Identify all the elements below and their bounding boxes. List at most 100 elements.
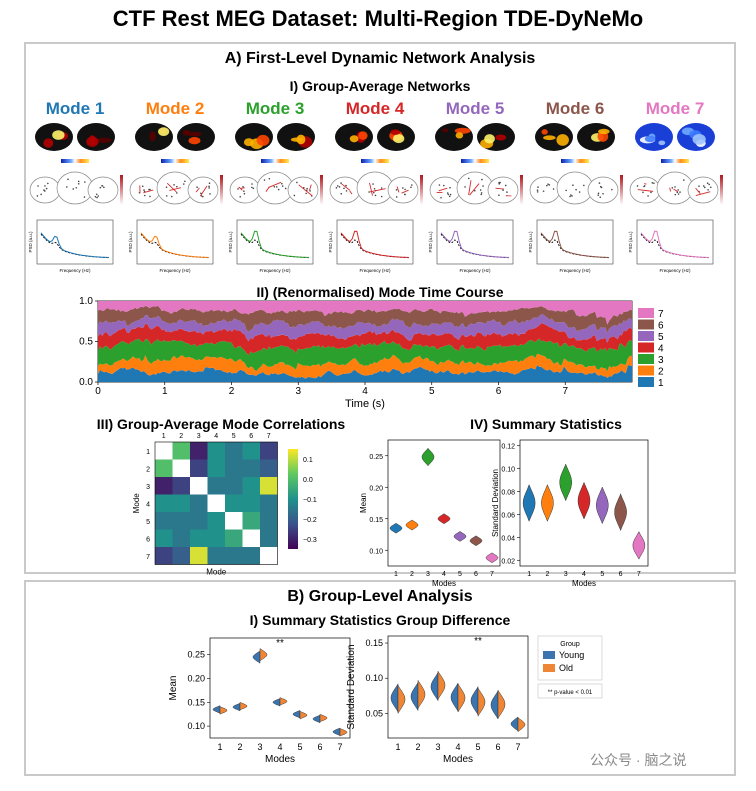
connection-edge <box>637 189 654 192</box>
mode-correlation-heatmap: 1 1 2 2 3 3 4 4 5 5 6 6 7 7 Mode Mode 0.1 0.0 −0.1 −0.2 −0.3 <box>132 433 317 577</box>
brain-colorbar <box>661 159 689 163</box>
heatmap-cell <box>225 512 243 530</box>
heatmap-cell <box>207 512 225 530</box>
x-tick-label: 2 <box>410 571 414 578</box>
violin-old-7 <box>517 717 526 733</box>
node-dot <box>209 193 211 195</box>
colorbar-tick-label: 0.0 <box>303 477 313 484</box>
violin-old-5 <box>477 687 486 718</box>
node-dot <box>548 184 551 186</box>
heatmap-row-label: 1 <box>146 449 150 456</box>
x-tick-label: 0 <box>95 386 101 397</box>
violin-old-2 <box>417 679 426 709</box>
node-dot <box>438 184 441 186</box>
node-dot <box>480 193 483 196</box>
x-tick-label: 5 <box>429 386 435 397</box>
psd-ylabel: PSD (a.u.) <box>428 231 433 253</box>
node-dot <box>698 185 700 187</box>
node-dot <box>677 189 679 191</box>
heatmap-cell <box>260 494 278 512</box>
node-dot <box>547 183 549 185</box>
connection-edge <box>309 184 312 191</box>
brain-activation <box>187 131 202 137</box>
violin-young-4 <box>272 698 281 707</box>
y-tick-label: 0.08 <box>501 490 515 497</box>
panel-b-title: B) Group-Level Analysis <box>287 588 473 605</box>
connection-edge <box>240 187 245 189</box>
psd-ylabel: PSD (a.u.) <box>128 231 133 253</box>
violin-mode-3 <box>421 447 435 467</box>
connectivity-colorbar <box>220 175 223 205</box>
node-dot <box>565 189 567 192</box>
node-dot <box>305 192 307 195</box>
psd-xlabel: Frequency (Hz) <box>259 268 291 273</box>
head-outline <box>587 176 619 204</box>
violin-young-7 <box>510 716 519 732</box>
mode-label-2: Mode 2 <box>145 99 205 118</box>
node-dot <box>706 182 709 185</box>
head-outline <box>56 171 94 205</box>
connectivity-colorbar <box>520 175 523 205</box>
node-dot <box>208 182 211 185</box>
violin-old-4 <box>279 697 288 706</box>
brain-activation <box>182 129 191 136</box>
heatmap-cell <box>207 547 225 565</box>
violin-young-6 <box>490 689 499 720</box>
y-tick-label: 0.25 <box>369 454 383 461</box>
violin-old-6 <box>497 689 506 720</box>
brain-activation <box>598 128 610 135</box>
heatmap-cell <box>225 477 243 495</box>
legend-label: 3 <box>658 355 664 366</box>
node-dot <box>40 193 42 196</box>
connection-edge <box>265 186 270 192</box>
violin-young-1 <box>212 705 221 714</box>
heatmap-cell <box>242 459 260 477</box>
heatmap-cell <box>207 529 225 547</box>
node-dot <box>374 194 377 197</box>
node-dot <box>502 189 504 191</box>
violin-young-5 <box>292 709 301 719</box>
node-dot <box>44 185 46 187</box>
psd-mode-line <box>40 232 110 258</box>
violin-frame <box>209 637 351 739</box>
node-dot <box>37 185 39 187</box>
y-tick-label: 1.0 <box>79 296 93 307</box>
violin-old-5 <box>299 710 308 720</box>
node-dot <box>47 182 49 185</box>
heatmap-cell <box>242 494 260 512</box>
psd-mode-line <box>440 230 510 258</box>
x-tick-label: 6 <box>495 742 500 752</box>
legend-swatch <box>638 377 654 387</box>
node-dot <box>447 193 450 196</box>
y-tick-label: 0.25 <box>187 650 205 660</box>
node-dot <box>572 184 574 187</box>
node-dot <box>99 186 102 189</box>
x-tick-label: 5 <box>475 742 480 752</box>
violin-young-4 <box>450 682 459 713</box>
brain-activation <box>43 138 54 148</box>
brain-activation <box>658 140 666 146</box>
area-series-mode-1 <box>98 365 632 382</box>
violin-young-6 <box>312 714 321 724</box>
psd-row: Frequency (Hz) PSD (a.u.) Frequency (Hz) PS… <box>28 219 714 273</box>
heatmap-row-label: 7 <box>146 554 150 561</box>
node-dot <box>200 192 202 195</box>
y-tick-label: 0.06 <box>501 512 515 519</box>
heatmap-cell <box>155 512 173 530</box>
node-dot <box>72 188 75 190</box>
node-dot <box>94 195 97 198</box>
node-dot <box>449 193 452 196</box>
psd-xlabel: Frequency (Hz) <box>459 268 491 273</box>
area-series-mode-3 <box>98 338 632 372</box>
node-dot <box>545 184 548 187</box>
connection-edge <box>673 188 679 193</box>
watermark: 公众号 · 脑之说 <box>590 752 687 768</box>
node-dot <box>336 185 339 187</box>
violin-young-7 <box>332 727 341 737</box>
x-axis-label: Modes <box>265 754 295 765</box>
x-tick-label: 6 <box>619 571 623 578</box>
connection-edge <box>669 187 672 192</box>
node-dot <box>202 195 204 198</box>
violin-young-1 <box>390 682 399 713</box>
brain-maps-row <box>35 123 715 163</box>
